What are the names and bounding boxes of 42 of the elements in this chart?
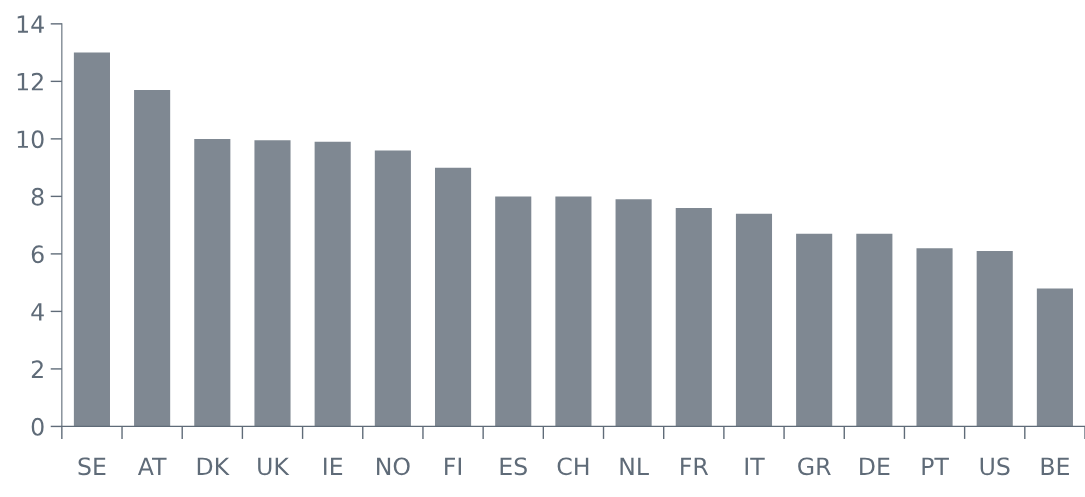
- bar: [615, 199, 652, 427]
- bar: [73, 52, 110, 427]
- x-tick-label: UK: [258, 457, 290, 476]
- x-tick-label: GR: [798, 457, 831, 476]
- bar: [374, 150, 411, 427]
- x-tick-label: DK: [197, 457, 230, 475]
- x-tick-label: FI: [445, 457, 461, 475]
- y-tick-label: 2: [31, 360, 43, 378]
- bar: [856, 233, 893, 427]
- x-tick-label: US: [980, 457, 1010, 476]
- bar: [555, 196, 592, 427]
- bar: [1036, 288, 1073, 427]
- bar: [735, 213, 773, 427]
- x-tick-label: FR: [681, 457, 709, 475]
- x-tick-label: DE: [860, 457, 890, 475]
- x-tick-label: NO: [377, 457, 410, 476]
- bar: [976, 251, 1013, 427]
- bar: [495, 196, 532, 427]
- bar: [314, 141, 351, 427]
- y-tick-label: 12: [17, 72, 43, 91]
- bar: [796, 233, 833, 427]
- y-tick-label: 6: [31, 245, 44, 264]
- x-tick-label: PT: [922, 457, 949, 475]
- y-tick-label: 10: [17, 130, 44, 149]
- bar: [916, 248, 953, 427]
- x-tick-label: SE: [78, 457, 106, 476]
- x-tick-label: IE: [324, 457, 343, 475]
- bar: [194, 138, 231, 427]
- y-tick-label: 0: [31, 417, 44, 436]
- x-tick-label: IT: [745, 457, 765, 475]
- y-tick-label: 8: [31, 187, 44, 206]
- x-tick-label: AT: [137, 457, 167, 475]
- y-tick-label: 4: [31, 303, 44, 321]
- bar: [254, 140, 291, 427]
- x-tick-label: NL: [620, 457, 649, 475]
- x-tick-label: ES: [500, 457, 527, 476]
- bar: [675, 207, 712, 427]
- bar: [134, 89, 171, 427]
- x-tick-label: CH: [557, 457, 589, 476]
- bar: [435, 167, 472, 427]
- x-tick-label: BE: [1041, 457, 1069, 475]
- y-tick-label: 14: [17, 15, 44, 33]
